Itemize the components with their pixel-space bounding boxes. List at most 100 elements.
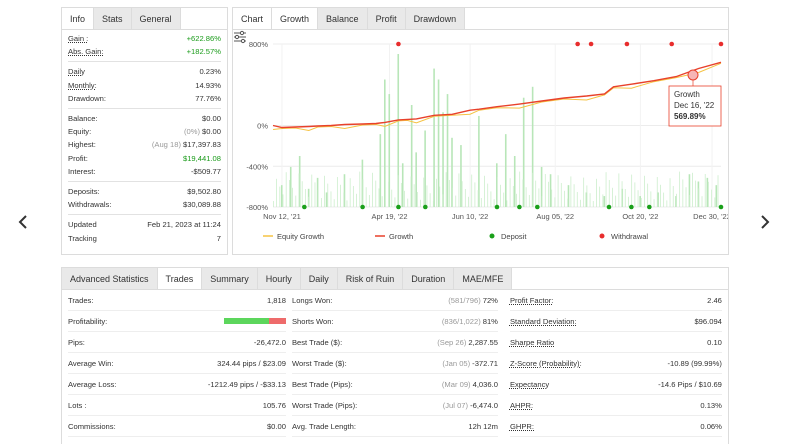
- tab-mae-mfe[interactable]: MAE/MFE: [454, 268, 513, 289]
- tab-summary[interactable]: Summary: [202, 268, 258, 289]
- tab-advanced-statistics[interactable]: Advanced Statistics: [62, 268, 158, 289]
- stat-value: 2.46: [707, 295, 722, 305]
- previous-arrow-icon[interactable]: [18, 215, 28, 229]
- volume-bar: [493, 199, 495, 207]
- volume-bar: [589, 193, 591, 207]
- volume-bar: [404, 190, 405, 207]
- volume-bar: [423, 177, 425, 207]
- tab-balance[interactable]: Balance: [318, 8, 368, 29]
- volume-bar: [675, 196, 677, 207]
- withdrawals-row: Withdrawals: $30,089.88: [68, 198, 221, 211]
- volume-bar: [397, 175, 399, 207]
- volume-bar: [432, 201, 434, 207]
- volume-bar: [540, 166, 543, 207]
- volume-bar: [605, 172, 607, 207]
- gain-value: +622.86%: [186, 34, 221, 44]
- volume-bar: [647, 183, 649, 207]
- tab-growth[interactable]: Growth: [272, 8, 319, 29]
- stat-row: Z-Score (Probability): -10.89 (99.99%): [509, 353, 722, 374]
- deposits-label: Deposits:: [68, 186, 100, 196]
- gain-label[interactable]: Gain :: [68, 34, 89, 44]
- volume-bar: [567, 198, 569, 207]
- y-axis-ticks: 800% 0% -400% -800%: [246, 40, 268, 212]
- stat-row: Commissions: $0.00: [68, 416, 286, 437]
- monthly-value: 14.93%: [195, 80, 221, 90]
- legend-equity-growth[interactable]: Equity Growth: [277, 232, 324, 241]
- stat-label: Worst Trade ($):: [291, 358, 347, 368]
- stat-value: $96.094: [694, 316, 722, 326]
- abs-gain-row: Abs. Gain: +182.57%: [68, 45, 221, 58]
- tab-drawdown[interactable]: Drawdown: [405, 8, 466, 29]
- stat-label[interactable]: AHPR:: [509, 400, 534, 410]
- tab-trades[interactable]: Trades: [157, 268, 203, 289]
- stat-label: Worst Trade (Pips):: [291, 400, 358, 410]
- volume-bar: [285, 172, 287, 207]
- withdrawal-marker: [396, 41, 401, 47]
- y-tick-label: -800%: [246, 203, 268, 212]
- abs-gain-label[interactable]: Abs. Gain:: [68, 47, 104, 57]
- stat-label[interactable]: Profit Factor:: [509, 295, 554, 305]
- deposit-marker: [360, 204, 365, 210]
- volume-bar: [586, 185, 588, 207]
- tab-duration[interactable]: Duration: [403, 268, 455, 289]
- y-tick-label: 800%: [249, 40, 269, 49]
- legend-growth[interactable]: Growth: [389, 232, 413, 241]
- tab-profit[interactable]: Profit: [367, 8, 406, 29]
- tab-hourly[interactable]: Hourly: [257, 268, 301, 289]
- volume-bar: [504, 134, 507, 207]
- volume-bar: [424, 130, 426, 207]
- daily-label[interactable]: Daily: [68, 67, 85, 77]
- volume-bar: [391, 189, 393, 207]
- stat-label[interactable]: Standard Deviation:: [509, 316, 577, 326]
- drawdown-row: Drawdown: 77.76%: [68, 92, 221, 105]
- x-tick-label: Oct 20, '22: [622, 212, 658, 221]
- tab-daily[interactable]: Daily: [300, 268, 338, 289]
- tab-stats[interactable]: Stats: [94, 8, 132, 29]
- stat-value: -10.89 (99.99%): [667, 358, 722, 368]
- y-tick-label: 0%: [257, 122, 268, 131]
- deposits-value: $9,502.80: [187, 186, 221, 196]
- x-tick-label: Dec 30, '22: [693, 212, 728, 221]
- deposit-marker: [718, 204, 724, 210]
- filter-settings-icon[interactable]: [233, 30, 247, 44]
- stat-row: Average Win: 324.44 pips / $23.09: [68, 353, 286, 374]
- volume-bar: [298, 156, 301, 207]
- abs-gain-value: +182.57%: [186, 47, 221, 57]
- chart-tooltip: Growth Dec 16, '22 569.89%: [668, 69, 722, 127]
- updated-row: Updated Feb 21, 2023 at 11:24: [68, 218, 221, 231]
- info-tabs: Info Stats General: [62, 8, 227, 30]
- volume-bar: [592, 201, 594, 207]
- stat-row: Best Trade ($): (Sep 26) 2,287.55: [291, 332, 498, 353]
- next-arrow-icon[interactable]: [760, 215, 770, 229]
- stat-label[interactable]: Sharpe Ratio: [509, 337, 555, 347]
- stat-label[interactable]: Z-Score (Probability):: [509, 358, 582, 368]
- stat-label[interactable]: Expectancy: [509, 379, 550, 389]
- stat-label: Best Trade ($):: [291, 337, 343, 347]
- monthly-row: Monthly: 14.93%: [68, 79, 221, 92]
- volume-bar: [308, 196, 309, 207]
- volume-bar: [288, 180, 290, 207]
- tab-general[interactable]: General: [131, 8, 181, 29]
- stat-label[interactable]: GHPR:: [509, 421, 534, 431]
- volume-bar: [506, 200, 508, 207]
- volume-bar: [522, 179, 524, 207]
- volume-bar: [276, 178, 277, 207]
- monthly-label[interactable]: Monthly:: [68, 80, 97, 90]
- volume-bar: [445, 172, 447, 207]
- volume-bar: [532, 172, 533, 207]
- stat-row: Longs Won: (581/796) 72%: [291, 290, 498, 311]
- volume-bar: [541, 196, 543, 207]
- tab-risk-of-ruin[interactable]: Risk of Ruin: [337, 268, 404, 289]
- volume-bar: [672, 186, 674, 207]
- legend-deposit[interactable]: Deposit: [501, 232, 527, 241]
- equity-value: $0.00: [201, 127, 221, 137]
- updated-label: Updated: [68, 220, 97, 230]
- tab-info[interactable]: Info: [62, 8, 95, 29]
- deposit-marker: [629, 204, 634, 210]
- x-tick-label: Nov 12, '21: [263, 212, 301, 221]
- volume-bar: [549, 174, 552, 207]
- legend-withdrawal[interactable]: Withdrawal: [611, 232, 648, 241]
- growth-chart[interactable]: 800% 0% -400% -800% Nov 12, '21 Apr 19, '22 J…: [233, 30, 728, 255]
- stats-column-1: Trades: 1,818 Profitability: Pips: -26,472…: [68, 290, 286, 437]
- volume-bar: [519, 171, 521, 207]
